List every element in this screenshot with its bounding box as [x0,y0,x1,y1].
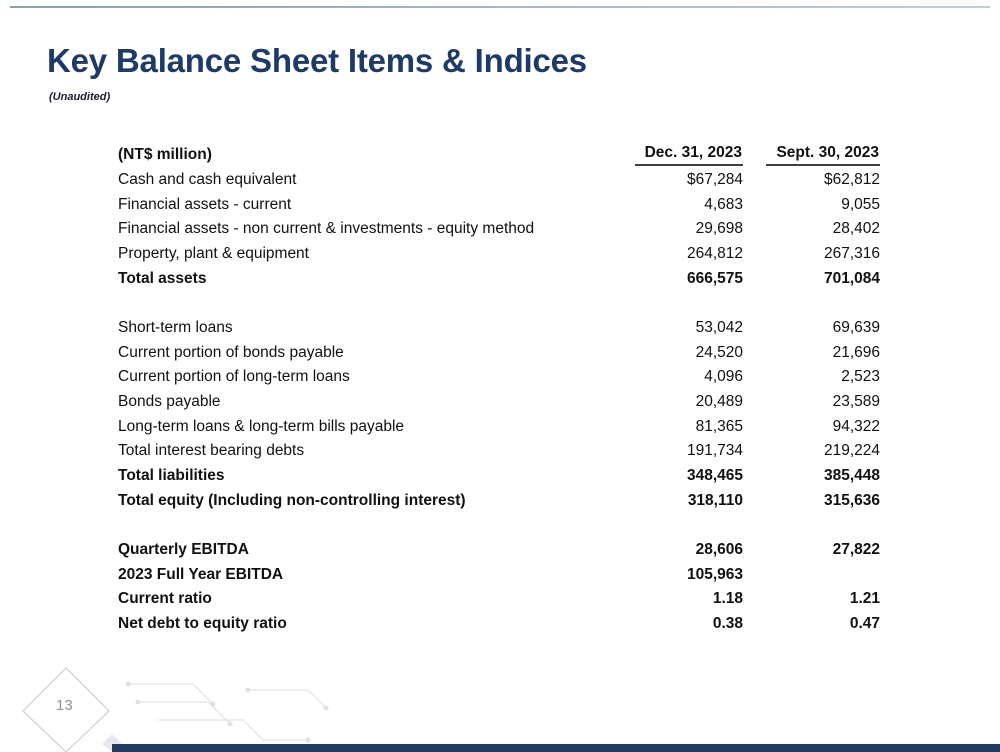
bottom-accent-bar [112,744,1000,752]
value-dec-31-2023: 105,963 [686,565,743,583]
table-row: Financial assets - current 4,683 9,055 [118,192,880,217]
row-label: Total assets [118,269,207,287]
value-dec-31-2023: 318,110 [687,491,743,509]
value-dec-31-2023: 28,606 [695,540,743,558]
row-label: Net debt to equity ratio [118,615,287,633]
value-dec-31-2023: 29,698 [695,220,743,238]
balance-sheet-table: (NT$ million) Dec. 31, 2023 Sept. 30, 20… [118,143,880,636]
value-dec-31-2023: 20,489 [695,393,743,411]
circuit-traces [128,683,327,741]
table-row: Bonds payable 20,489 23,589 [118,390,880,415]
row-label: 2023 Full Year EBITDA [118,565,284,583]
value-sept-30-2023: 385,448 [823,467,880,485]
row-label: Cash and cash equivalent [118,171,297,189]
slide-title: Key Balance Sheet Items & Indices [47,42,587,79]
value-sept-30-2023: 2,523 [841,368,880,386]
row-label: Financial assets - current [118,195,292,213]
value-sept-30-2023: 219,224 [823,442,880,460]
table-spacer-row [118,513,880,538]
value-dec-31-2023: 0.38 [712,615,743,633]
table-row: Financial assets - non current & investm… [118,217,880,242]
row-label: Total liabilities [118,467,225,485]
table-spacer-row [118,291,880,316]
row-label: Current portion of bonds payable [118,343,344,361]
table-row: 2023 Full Year EBITDA 105,963 [118,562,880,587]
value-sept-30-2023: 94,322 [832,417,880,435]
value-dec-31-2023: 53,042 [695,318,743,336]
value-dec-31-2023: 4,096 [704,368,743,386]
column-header-text: Sept. 30, 2023 [766,144,880,167]
value-sept-30-2023: 315,636 [823,491,880,509]
table-row: Total assets 666,575 701,084 [118,266,880,291]
table-row: Short-term loans 53,042 69,639 [118,316,880,341]
row-label: Short-term loans [118,318,233,336]
circuit-decoration [21,666,329,752]
column-header-sept-2023: Sept. 30, 2023 [743,144,880,167]
value-sept-30-2023: 701,084 [823,269,880,287]
value-dec-31-2023: 81,365 [695,417,743,435]
row-label: Financial assets - non current & investm… [118,220,535,238]
row-label: Current portion of long-term loans [118,368,350,386]
value-sept-30-2023: 267,316 [823,245,880,263]
value-dec-31-2023: 191,734 [686,442,743,460]
page-number: 13 [56,697,73,714]
row-label: Property, plant & equipment [118,245,309,263]
top-accent-line [10,6,990,8]
table-row: Property, plant & equipment 264,812 267,31… [118,242,880,267]
table-header-row: (NT$ million) Dec. 31, 2023 Sept. 30, 20… [118,143,880,168]
slide-subtitle: (Unaudited) [49,91,111,103]
column-header-text: Dec. 31, 2023 [634,144,743,167]
value-sept-30-2023: 23,589 [832,393,880,411]
value-dec-31-2023: 666,575 [686,269,743,287]
value-dec-31-2023: 4,683 [704,195,743,213]
row-label: Long-term loans & long-term bills payabl… [118,417,405,435]
value-sept-30-2023: 27,822 [832,540,880,558]
table-row: Current ratio 1.18 1.21 [118,587,880,612]
value-dec-31-2023: 1.18 [712,590,743,608]
table-row: Current portion of long-term loans 4,096 2… [118,365,880,390]
row-label: Total interest bearing debts [118,442,305,460]
row-label: Total equity (Including non-controlling … [118,491,466,509]
table-row: Quarterly EBITDA 28,606 27,822 [118,538,880,563]
table-row: Long-term loans & long-term bills payabl… [118,414,880,439]
unit-label: (NT$ million) [118,146,212,164]
value-dec-31-2023: $67,284 [686,171,743,189]
value-sept-30-2023: 69,639 [832,318,880,336]
table-row: Total interest bearing debts 191,734 219,2… [118,439,880,464]
value-sept-30-2023: 9,055 [841,195,880,213]
table-row: Net debt to equity ratio 0.38 0.47 [118,612,880,637]
row-label: Bonds payable [118,393,221,411]
value-dec-31-2023: 348,465 [686,467,743,485]
value-sept-30-2023: $62,812 [823,171,880,189]
value-sept-30-2023: 28,402 [832,220,880,238]
table-row: Total equity (Including non-controlling … [118,488,880,513]
row-label: Quarterly EBITDA [118,540,249,558]
table-row: Current portion of bonds payable 24,520 21… [118,340,880,365]
value-dec-31-2023: 264,812 [686,245,743,263]
column-header-dec-2023: Dec. 31, 2023 [623,144,743,167]
row-label: Current ratio [118,590,212,608]
value-sept-30-2023: 1.21 [849,590,880,608]
value-sept-30-2023: 0.47 [849,615,880,633]
table-row: Cash and cash equivalent $67,284 $62,812 [118,168,880,193]
diamond-outline-decoration [21,666,111,752]
circuit-nodes [125,681,329,743]
value-sept-30-2023: 21,696 [832,343,880,361]
table-row: Total liabilities 348,465 385,448 [118,464,880,489]
value-dec-31-2023: 24,520 [695,343,743,361]
table-rows: Cash and cash equivalent $67,284 $62,812 Fi… [118,168,880,637]
